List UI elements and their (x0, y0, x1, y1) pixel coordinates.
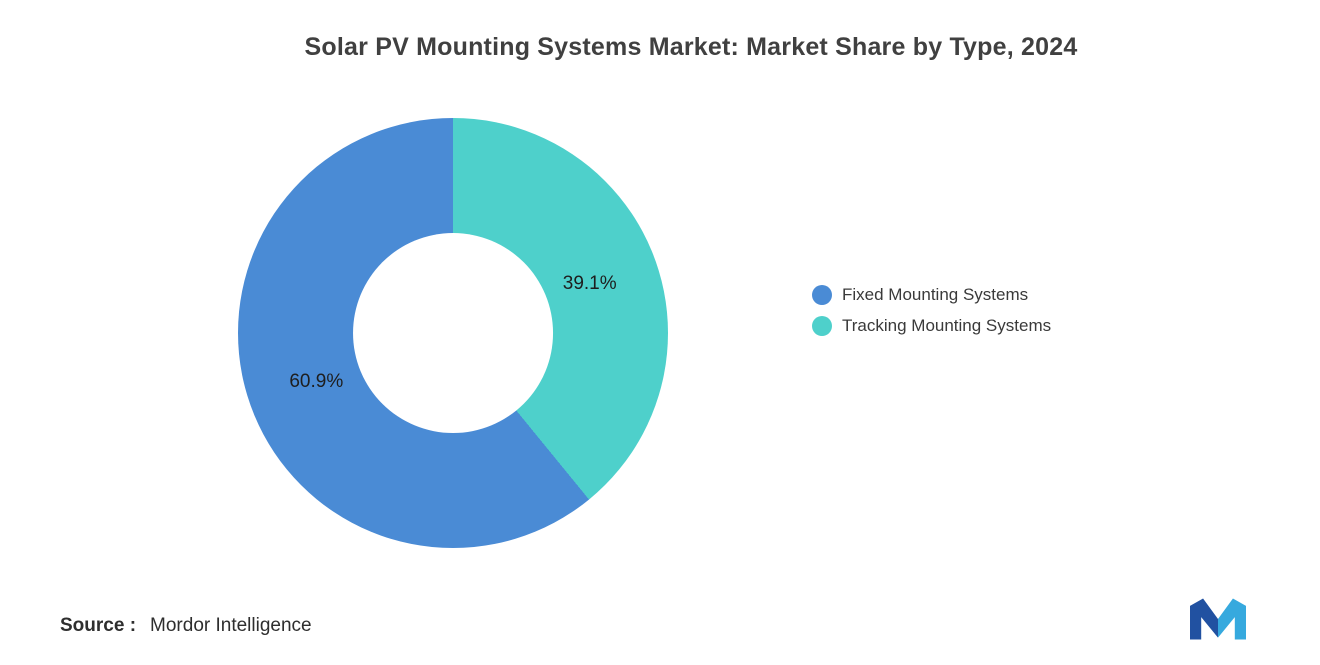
chart-title: Solar PV Mounting Systems Market: Market… (304, 33, 1078, 61)
legend-item-tracking: Tracking Mounting Systems (812, 316, 1051, 336)
donut-hole (353, 233, 553, 433)
legend-label-fixed: Fixed Mounting Systems (842, 285, 1029, 304)
legend-swatch-tracking-icon (812, 316, 832, 336)
source-line: Source : Mordor Intelligence (60, 615, 312, 637)
chart-legend: Fixed Mounting Systems Tracking Mounting… (812, 285, 1051, 336)
legend-swatch-fixed-icon (812, 285, 832, 305)
slice-label-fixed: 60.9% (289, 370, 344, 392)
mordor-intelligence-logo (1190, 598, 1246, 640)
mordor-logo-mark-icon (1190, 598, 1246, 640)
source-text: Mordor Intelligence (150, 615, 312, 636)
donut-chart: 60.9% 39.1% (238, 118, 668, 548)
legend-item-fixed: Fixed Mounting Systems (812, 285, 1051, 305)
source-label: Source : (60, 615, 137, 636)
legend-label-tracking: Tracking Mounting Systems (842, 316, 1052, 335)
slice-label-tracking: 39.1% (562, 273, 617, 295)
